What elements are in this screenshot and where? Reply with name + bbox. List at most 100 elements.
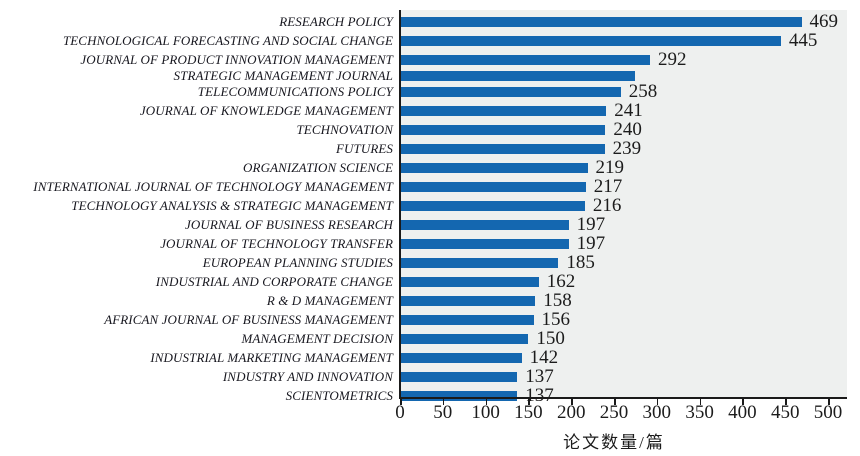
category-label: INDUSTRIAL MARKETING MANAGEMENT [150, 350, 393, 365]
bar [400, 238, 569, 249]
bar [400, 333, 529, 344]
x-tick-label: 50 [433, 402, 453, 423]
bar-row: JOURNAL OF KNOWLEDGE MANAGEMENT 241 [0, 101, 860, 120]
x-tick-mark [442, 398, 445, 405]
bar [400, 70, 635, 81]
x-tick-label: 100 [471, 402, 500, 423]
value-label: 240 [613, 119, 642, 140]
x-tick-mark [828, 398, 830, 405]
bar [400, 295, 536, 306]
category-label: TECHNOLOGICAL FORECASTING AND SOCIAL CHA… [62, 33, 393, 48]
value-label: 258 [628, 81, 658, 102]
category-label: R & D MANAGEMENT [266, 293, 393, 308]
x-tick-label: 500 [813, 402, 843, 423]
category-label: JOURNAL OF TECHNOLOGY TRANSFER [160, 236, 393, 251]
category-label: INDUSTRY AND INNOVATION [222, 369, 393, 384]
bar-row: AFRICAN JOURNAL OF BUSINESS MANAGEMENT 15… [0, 310, 860, 329]
bar-row: INDUSTRY AND INNOVATION 137 [0, 367, 860, 386]
category-label: INTERNATIONAL JOURNAL OF TECHNOLOGY MANA… [33, 179, 393, 194]
x-tick-label: 350 [685, 402, 714, 423]
x-tick-mark [742, 398, 744, 405]
category-label: AFRICAN JOURNAL OF BUSINESS MANAGEMENT [104, 312, 393, 327]
x-tick-label: 250 [599, 402, 629, 423]
bar-rows: RESEARCH POLICY 469 TECHNOLOGICAL FORECAST… [0, 12, 860, 405]
category-label: STRATEGIC MANAGEMENT JOURNAL [173, 68, 393, 83]
x-tick-mark [528, 398, 530, 405]
x-tick-mark [699, 398, 702, 405]
bar [400, 16, 802, 27]
bar-row: RESEARCH POLICY 469 [0, 12, 860, 31]
x-axis-line [399, 397, 847, 399]
value-label: 469 [809, 11, 839, 32]
value-label: 219 [595, 157, 625, 178]
x-tick-mark [485, 398, 488, 405]
bar [400, 219, 569, 230]
bar-row: TECHNOLOGICAL FORECASTING AND SOCIAL CHA… [0, 31, 860, 50]
bar-row: INDUSTRIAL AND CORPORATE CHANGE 162 [0, 272, 860, 291]
bar [400, 200, 585, 211]
y-axis-line [399, 10, 401, 399]
value-label: 445 [788, 30, 818, 51]
category-label: FUTURES [335, 141, 393, 156]
category-label: RESEARCH POLICY [279, 14, 393, 29]
x-tick-mark [400, 398, 402, 405]
category-label: TECHNOLOGY ANALYSIS & STRATEGIC MANAGEME… [71, 198, 393, 213]
bar [400, 181, 586, 192]
bar [400, 371, 518, 382]
bar [400, 314, 534, 325]
bar [400, 105, 607, 116]
bar [400, 257, 559, 268]
value-label: 197 [576, 233, 606, 254]
bar-row: JOURNAL OF TECHNOLOGY TRANSFER 197 [0, 234, 860, 253]
value-label: 241 [614, 100, 643, 121]
x-tick-label: 450 [770, 402, 800, 423]
value-label: 142 [529, 347, 559, 368]
x-axis-title: 论文数量/篇 [563, 433, 665, 452]
category-label: INDUSTRIAL AND CORPORATE CHANGE [155, 274, 393, 289]
bar-row: TELECOMMUNICATIONS POLICY 258 [0, 82, 860, 101]
bar-row: ORGANIZATION SCIENCE 219 [0, 158, 860, 177]
bar-row: TECHNOLOGY ANALYSIS & STRATEGIC MANAGEME… [0, 196, 860, 215]
x-tick-label: 300 [642, 402, 672, 423]
bar-row: STRATEGIC MANAGEMENT JOURNAL [0, 69, 860, 82]
bar-row: R & D MANAGEMENT 158 [0, 291, 860, 310]
x-tick-mark [656, 398, 659, 405]
bar [400, 390, 518, 401]
value-label: 137 [525, 385, 554, 406]
value-label: 162 [546, 271, 576, 292]
x-tick-label: 200 [556, 402, 586, 423]
bar [400, 352, 522, 363]
bar-row: JOURNAL OF BUSINESS RESEARCH 197 [0, 215, 860, 234]
bar-row: INDUSTRIAL MARKETING MANAGEMENT 142 [0, 348, 860, 367]
bar-row: TECHNOVATION 240 [0, 120, 860, 139]
value-label: 217 [593, 176, 623, 197]
category-label: TECHNOVATION [296, 122, 393, 137]
x-tick-label: 150 [514, 402, 543, 423]
bar [400, 276, 539, 287]
value-label: 239 [612, 138, 642, 159]
bar-row: INTERNATIONAL JOURNAL OF TECHNOLOGY MANA… [0, 177, 860, 196]
bar [400, 35, 781, 46]
bar [400, 86, 621, 97]
value-label: 137 [525, 366, 554, 387]
category-label: JOURNAL OF PRODUCT INNOVATION MANAGEMENT [80, 52, 393, 67]
bar [400, 143, 605, 154]
bar-row: SCIENTOMETRICS 137 [0, 386, 860, 405]
bar [400, 54, 650, 65]
category-label: EUROPEAN PLANNING STUDIES [202, 255, 393, 270]
bar-row: FUTURES 239 [0, 139, 860, 158]
bar-row: JOURNAL OF PRODUCT INNOVATION MANAGEMENT… [0, 50, 860, 69]
category-label: JOURNAL OF KNOWLEDGE MANAGEMENT [139, 103, 393, 118]
category-label: JOURNAL OF BUSINESS RESEARCH [184, 217, 393, 232]
x-tick-mark [785, 398, 787, 405]
bar-row: MANAGEMENT DECISION 150 [0, 329, 860, 348]
value-label: 216 [592, 195, 622, 216]
category-label: MANAGEMENT DECISION [241, 331, 393, 346]
category-label: TELECOMMUNICATIONS POLICY [197, 84, 393, 99]
category-label: ORGANIZATION SCIENCE [243, 160, 393, 175]
value-label: 197 [576, 214, 606, 235]
value-label: 185 [566, 252, 595, 273]
x-tick-label: 0 [395, 402, 405, 423]
category-label: SCIENTOMETRICS [285, 388, 393, 403]
